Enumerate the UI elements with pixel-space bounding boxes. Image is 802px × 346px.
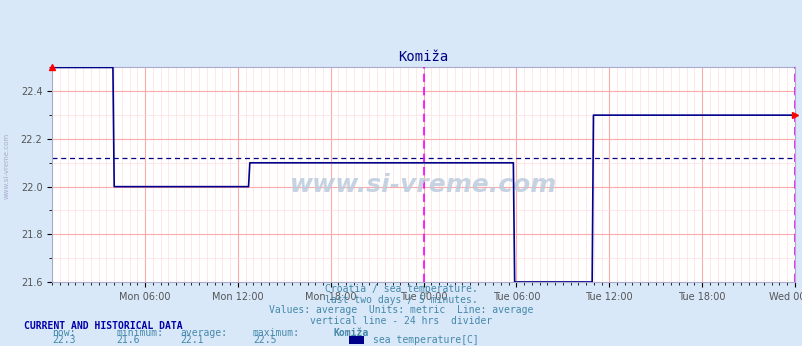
Text: vertical line - 24 hrs  divider: vertical line - 24 hrs divider [310,316,492,326]
Text: Values: average  Units: metric  Line: average: Values: average Units: metric Line: aver… [269,305,533,315]
Text: maximum:: maximum: [253,328,300,338]
Text: 22.1: 22.1 [180,335,204,345]
Text: average:: average: [180,328,228,338]
Text: minimum:: minimum: [116,328,164,338]
Text: Komiža: Komiža [333,328,368,338]
Text: 21.6: 21.6 [116,335,140,345]
Text: www.si-vreme.com: www.si-vreme.com [290,173,557,198]
Text: Croatia / sea temperature.: Croatia / sea temperature. [325,284,477,294]
Text: CURRENT AND HISTORICAL DATA: CURRENT AND HISTORICAL DATA [24,321,183,331]
Text: sea temperature[C]: sea temperature[C] [373,335,479,345]
Text: now:: now: [52,328,75,338]
Text: last two days / 5 minutes.: last two days / 5 minutes. [325,295,477,305]
Text: 22.5: 22.5 [253,335,276,345]
Text: 22.3: 22.3 [52,335,75,345]
Title: Komiža: Komiža [398,49,448,64]
Text: www.si-vreme.com: www.si-vreme.com [3,133,10,199]
